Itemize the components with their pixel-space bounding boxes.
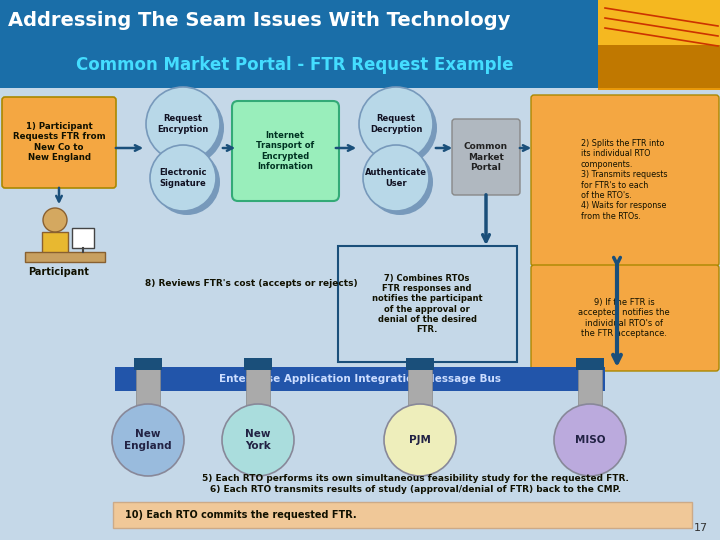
Circle shape bbox=[150, 91, 224, 165]
Circle shape bbox=[363, 91, 437, 165]
FancyBboxPatch shape bbox=[246, 368, 270, 406]
Text: 10) Each RTO commits the requested FTR.: 10) Each RTO commits the requested FTR. bbox=[125, 510, 356, 520]
Text: Participant: Participant bbox=[29, 267, 89, 277]
Text: New
England: New England bbox=[124, 429, 172, 451]
Text: Authenticate
User: Authenticate User bbox=[365, 168, 427, 188]
Circle shape bbox=[112, 404, 184, 476]
FancyBboxPatch shape bbox=[115, 367, 605, 391]
Circle shape bbox=[554, 404, 626, 476]
FancyBboxPatch shape bbox=[531, 95, 719, 266]
Text: MISO: MISO bbox=[575, 435, 606, 445]
Text: Common Market Portal - FTR Request Example: Common Market Portal - FTR Request Examp… bbox=[76, 56, 514, 74]
FancyBboxPatch shape bbox=[408, 368, 432, 406]
FancyBboxPatch shape bbox=[25, 252, 105, 262]
Text: 1) Participant
Requests FTR from
New Co to
New England: 1) Participant Requests FTR from New Co … bbox=[13, 122, 105, 162]
Circle shape bbox=[150, 145, 216, 211]
Circle shape bbox=[384, 404, 456, 476]
Text: Addressing The Seam Issues With Technology: Addressing The Seam Issues With Technolo… bbox=[8, 11, 510, 30]
Circle shape bbox=[222, 404, 294, 476]
Text: 17: 17 bbox=[694, 523, 708, 533]
Text: Common
Market
Portal: Common Market Portal bbox=[464, 142, 508, 172]
FancyBboxPatch shape bbox=[598, 0, 720, 90]
Text: 2) Splits the FTR into
its individual RTO
components.
3) Transmits requests
for : 2) Splits the FTR into its individual RT… bbox=[581, 139, 667, 221]
FancyBboxPatch shape bbox=[406, 358, 434, 370]
Text: Internet
Transport of
Encrypted
Information: Internet Transport of Encrypted Informat… bbox=[256, 131, 314, 171]
Circle shape bbox=[154, 149, 220, 215]
Text: 7) Combines RTOs
FTR responses and
notifies the participant
of the approval or
d: 7) Combines RTOs FTR responses and notif… bbox=[372, 273, 482, 334]
FancyBboxPatch shape bbox=[42, 232, 68, 254]
Text: 5) Each RTO performs its own simultaneous feasibility study for the requested FT: 5) Each RTO performs its own simultaneou… bbox=[202, 474, 629, 494]
Text: Request
Encryption: Request Encryption bbox=[158, 114, 209, 134]
Circle shape bbox=[43, 208, 67, 232]
FancyBboxPatch shape bbox=[338, 246, 517, 362]
FancyBboxPatch shape bbox=[0, 0, 720, 40]
FancyBboxPatch shape bbox=[452, 119, 520, 195]
FancyBboxPatch shape bbox=[2, 97, 116, 188]
FancyBboxPatch shape bbox=[134, 358, 162, 370]
Text: 8) Reviews FTR's cost (accepts or rejects): 8) Reviews FTR's cost (accepts or reject… bbox=[145, 280, 358, 288]
Text: Request
Decryption: Request Decryption bbox=[370, 114, 422, 134]
FancyBboxPatch shape bbox=[576, 358, 604, 370]
Circle shape bbox=[146, 87, 220, 161]
Circle shape bbox=[363, 145, 429, 211]
FancyBboxPatch shape bbox=[598, 0, 720, 45]
Text: Enterprise Application Integration Message Bus: Enterprise Application Integration Messa… bbox=[219, 374, 501, 384]
Text: Electronic
Signature: Electronic Signature bbox=[159, 168, 207, 188]
FancyBboxPatch shape bbox=[232, 101, 339, 201]
FancyBboxPatch shape bbox=[531, 265, 719, 371]
Circle shape bbox=[359, 87, 433, 161]
Text: New
York: New York bbox=[245, 429, 271, 451]
Text: PJM: PJM bbox=[409, 435, 431, 445]
Circle shape bbox=[367, 149, 433, 215]
FancyBboxPatch shape bbox=[598, 40, 720, 88]
Text: 9) If the FTR is
accepted, notifies the
individual RTO's of
the FTR acceptance.: 9) If the FTR is accepted, notifies the … bbox=[578, 298, 670, 338]
FancyBboxPatch shape bbox=[113, 502, 692, 528]
FancyBboxPatch shape bbox=[244, 358, 272, 370]
FancyBboxPatch shape bbox=[578, 368, 602, 406]
FancyBboxPatch shape bbox=[0, 88, 720, 540]
FancyBboxPatch shape bbox=[136, 368, 160, 406]
FancyBboxPatch shape bbox=[0, 40, 720, 88]
FancyBboxPatch shape bbox=[72, 228, 94, 248]
